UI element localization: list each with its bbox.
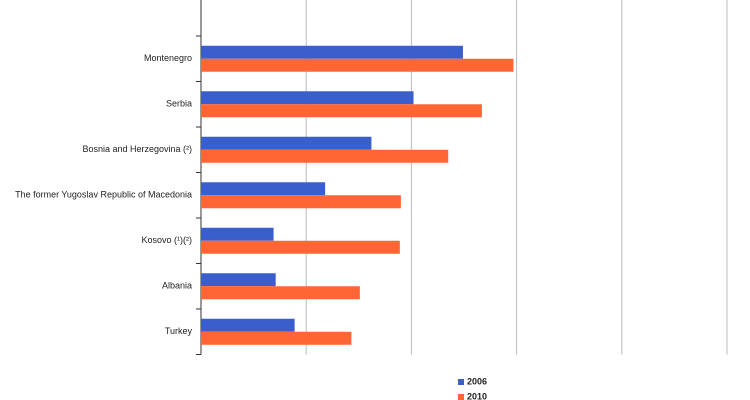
category-label: Kosovo (¹)(²) <box>141 235 192 245</box>
bar <box>201 45 463 59</box>
bar <box>201 331 352 345</box>
category-label: Albania <box>162 281 192 291</box>
legend-swatch <box>458 394 464 400</box>
bar <box>201 286 360 300</box>
legend-label: 2010 <box>467 391 487 400</box>
bar <box>201 104 482 118</box>
category-label: Turkey <box>165 326 193 336</box>
bar <box>201 227 274 241</box>
bar <box>201 273 276 287</box>
legend-swatch <box>458 379 464 385</box>
category-label: The former Yugoslav Republic of Macedoni… <box>15 190 192 200</box>
bar <box>201 318 295 332</box>
bar <box>201 195 401 209</box>
bar <box>201 91 414 105</box>
bar <box>201 149 449 163</box>
legend-label: 2006 <box>467 376 487 386</box>
category-label: Serbia <box>166 99 192 109</box>
category-label: Montenegro <box>144 53 192 63</box>
bar <box>201 136 372 150</box>
category-label: Bosnia and Herzegovina (²) <box>82 144 192 154</box>
bar <box>201 182 326 196</box>
bar <box>201 58 514 72</box>
bar <box>201 240 400 254</box>
